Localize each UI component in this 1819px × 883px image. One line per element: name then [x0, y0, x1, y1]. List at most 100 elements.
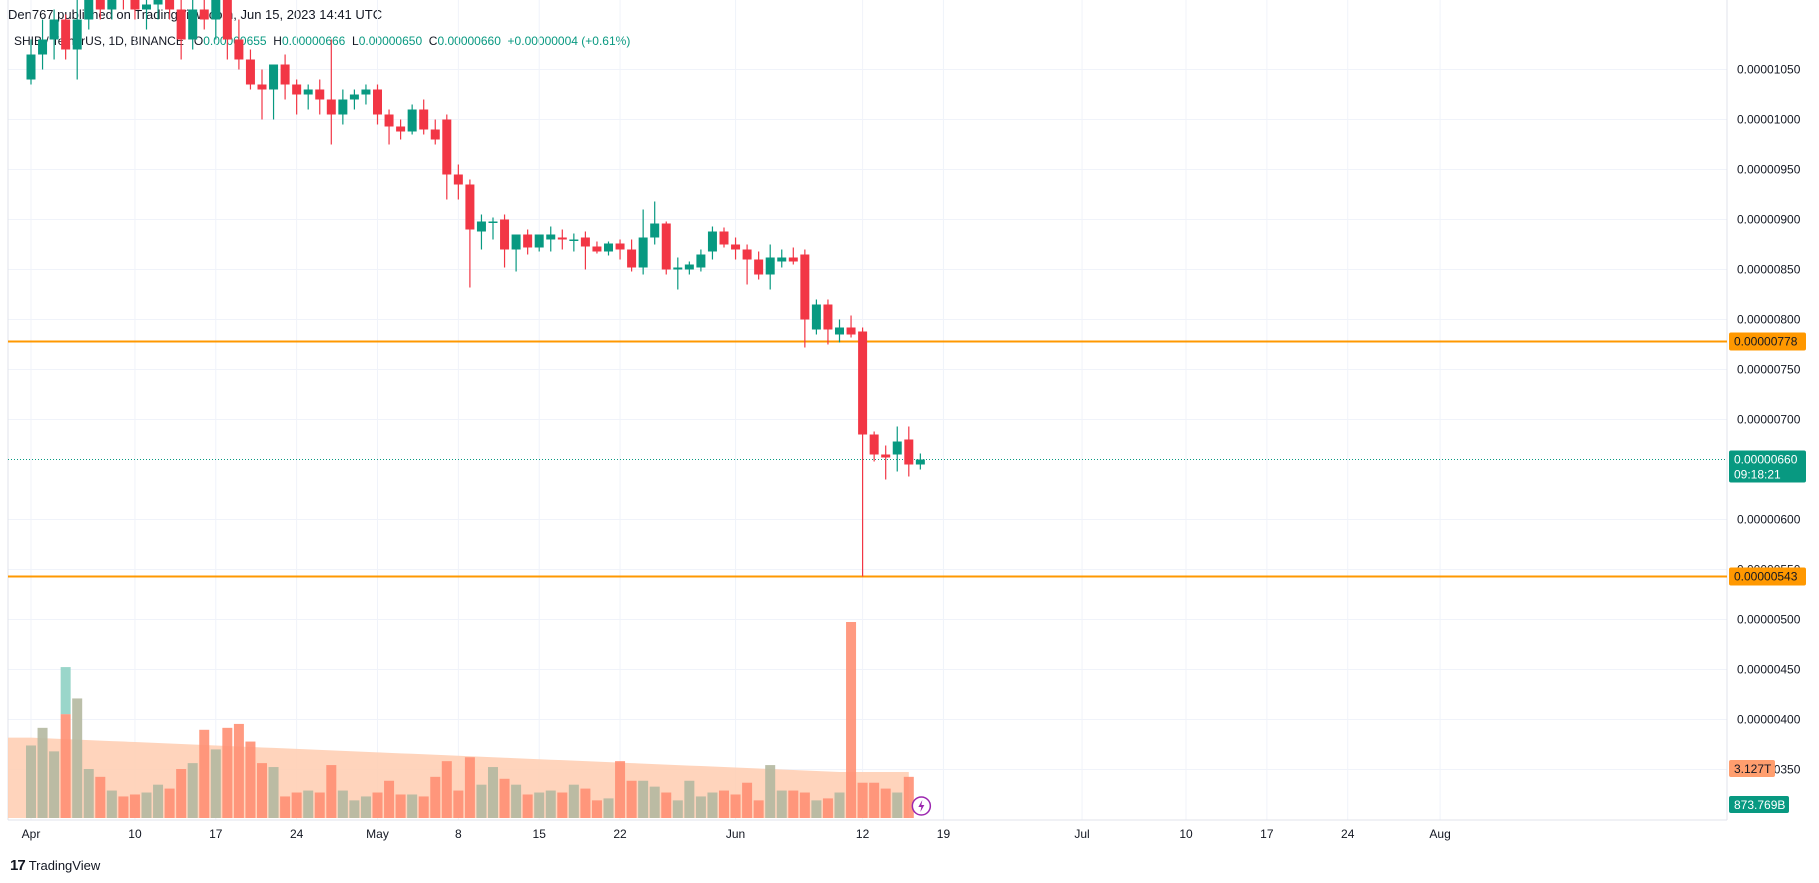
- candle-body[interactable]: [61, 19, 71, 50]
- candle-body[interactable]: [211, 0, 221, 20]
- candle-body[interactable]: [396, 126, 406, 132]
- candle-body[interactable]: [835, 327, 844, 335]
- candle-body[interactable]: [280, 64, 290, 85]
- candle-body[interactable]: [419, 109, 429, 130]
- candle-body[interactable]: [165, 0, 175, 10]
- candle-body[interactable]: [523, 234, 533, 248]
- candle-body[interactable]: [696, 254, 706, 268]
- legend-high: 0.00000666: [281, 34, 346, 48]
- candle-body[interactable]: [742, 249, 752, 260]
- volume-ma-badge: [1729, 760, 1775, 777]
- candle-body[interactable]: [604, 243, 613, 252]
- candle-body[interactable]: [26, 54, 36, 80]
- candle-body[interactable]: [915, 459, 925, 465]
- candle-body[interactable]: [130, 0, 140, 10]
- candle-body[interactable]: [684, 264, 694, 270]
- candle-body[interactable]: [245, 59, 255, 85]
- candle-body[interactable]: [569, 239, 579, 242]
- candle-body[interactable]: [430, 129, 440, 140]
- candle-body[interactable]: [823, 304, 833, 330]
- candle-body[interactable]: [453, 174, 463, 185]
- candle-body[interactable]: [881, 454, 891, 458]
- candle-body[interactable]: [673, 267, 683, 270]
- candle-body[interactable]: [627, 249, 637, 268]
- tradingview-footer[interactable]: 17 TradingView: [10, 857, 100, 874]
- volume-bar: [118, 796, 129, 818]
- candle-body[interactable]: [869, 434, 879, 455]
- candle-body[interactable]: [373, 89, 382, 115]
- bar-countdown: 09:18:21: [1734, 468, 1781, 482]
- candle-body[interactable]: [234, 39, 244, 60]
- candle-body[interactable]: [754, 259, 764, 275]
- candle-body[interactable]: [661, 223, 671, 270]
- volume-bar: [522, 794, 533, 818]
- candle-body[interactable]: [731, 244, 741, 250]
- candle-body[interactable]: [858, 331, 868, 435]
- candle-body[interactable]: [500, 219, 510, 250]
- candle-body[interactable]: [557, 237, 567, 240]
- candle-body[interactable]: [222, 0, 232, 40]
- candle-body[interactable]: [199, 9, 209, 20]
- candle-body[interactable]: [638, 237, 648, 268]
- candle-body[interactable]: [580, 237, 590, 247]
- candle-body[interactable]: [788, 257, 798, 262]
- price-axis[interactable]: 0.00001050 0.00001000 0.00000950 0.00000900…: [1737, 63, 1801, 777]
- candle-body[interactable]: [777, 257, 787, 262]
- candle-body[interactable]: [442, 119, 452, 175]
- candle-body[interactable]: [407, 109, 417, 132]
- time-axis[interactable]: Apr 10 17 24 May 8 15 22 Jun 12 19 Jul 10 17 24 Aug: [22, 827, 1451, 841]
- candle-body[interactable]: [765, 257, 775, 275]
- candle-body[interactable]: [488, 221, 498, 224]
- candle-body[interactable]: [650, 223, 660, 238]
- legend-change: +0.00000004 (+0.61%): [507, 34, 631, 48]
- candle-body[interactable]: [534, 234, 544, 248]
- candle-body[interactable]: [176, 9, 186, 40]
- candle-body[interactable]: [465, 184, 475, 230]
- candles[interactable]: [26, 0, 925, 577]
- candle-body[interactable]: [361, 89, 371, 95]
- candle-body[interactable]: [326, 99, 336, 115]
- volume-bar: [464, 757, 475, 818]
- volume-ma-area: [8, 737, 909, 818]
- candle-body[interactable]: [811, 304, 821, 330]
- volume-last-value: 873.769B: [1734, 798, 1785, 812]
- candle-body[interactable]: [615, 243, 625, 250]
- candle-body[interactable]: [269, 64, 279, 90]
- candle-body[interactable]: [349, 94, 359, 100]
- candle-body[interactable]: [592, 246, 602, 252]
- horizontal-levels[interactable]: [8, 340, 1727, 578]
- candle-body[interactable]: [476, 221, 486, 232]
- candle-body[interactable]: [846, 327, 856, 335]
- candle-body[interactable]: [292, 84, 302, 95]
- volume-bar: [534, 792, 545, 818]
- candle-body[interactable]: [153, 0, 163, 5]
- candle-body[interactable]: [188, 9, 198, 40]
- price-chart[interactable]: 0.00001050 0.00001000 0.00000950 0.00000900…: [0, 0, 1819, 855]
- candle-body[interactable]: [303, 89, 313, 95]
- candle-body[interactable]: [546, 234, 556, 240]
- candle-body[interactable]: [38, 39, 48, 55]
- legend-low: 0.00000650: [358, 34, 423, 48]
- volume-bar: [210, 749, 221, 818]
- candle-body[interactable]: [142, 4, 151, 10]
- candle-body[interactable]: [107, 0, 117, 10]
- volume-bar: [280, 796, 291, 818]
- candle-body[interactable]: [511, 234, 521, 250]
- candle-body[interactable]: [315, 89, 325, 100]
- candle-body[interactable]: [95, 0, 105, 10]
- volume-bar: [799, 792, 810, 818]
- price-tick-label: 0.00000900: [1737, 213, 1801, 227]
- candle-body[interactable]: [800, 254, 810, 320]
- candle-body[interactable]: [892, 441, 902, 455]
- candle-body[interactable]: [84, 0, 94, 20]
- time-tick-label: Aug: [1429, 827, 1450, 841]
- candle-body[interactable]: [707, 231, 717, 252]
- candle-body[interactable]: [338, 99, 348, 115]
- candle-body[interactable]: [257, 84, 267, 90]
- candle-body[interactable]: [904, 439, 914, 465]
- candle-body[interactable]: [384, 114, 394, 127]
- time-tick-label: 15: [533, 827, 547, 841]
- candle-body[interactable]: [719, 231, 729, 245]
- candle-body[interactable]: [49, 19, 59, 40]
- candle-body[interactable]: [72, 19, 82, 50]
